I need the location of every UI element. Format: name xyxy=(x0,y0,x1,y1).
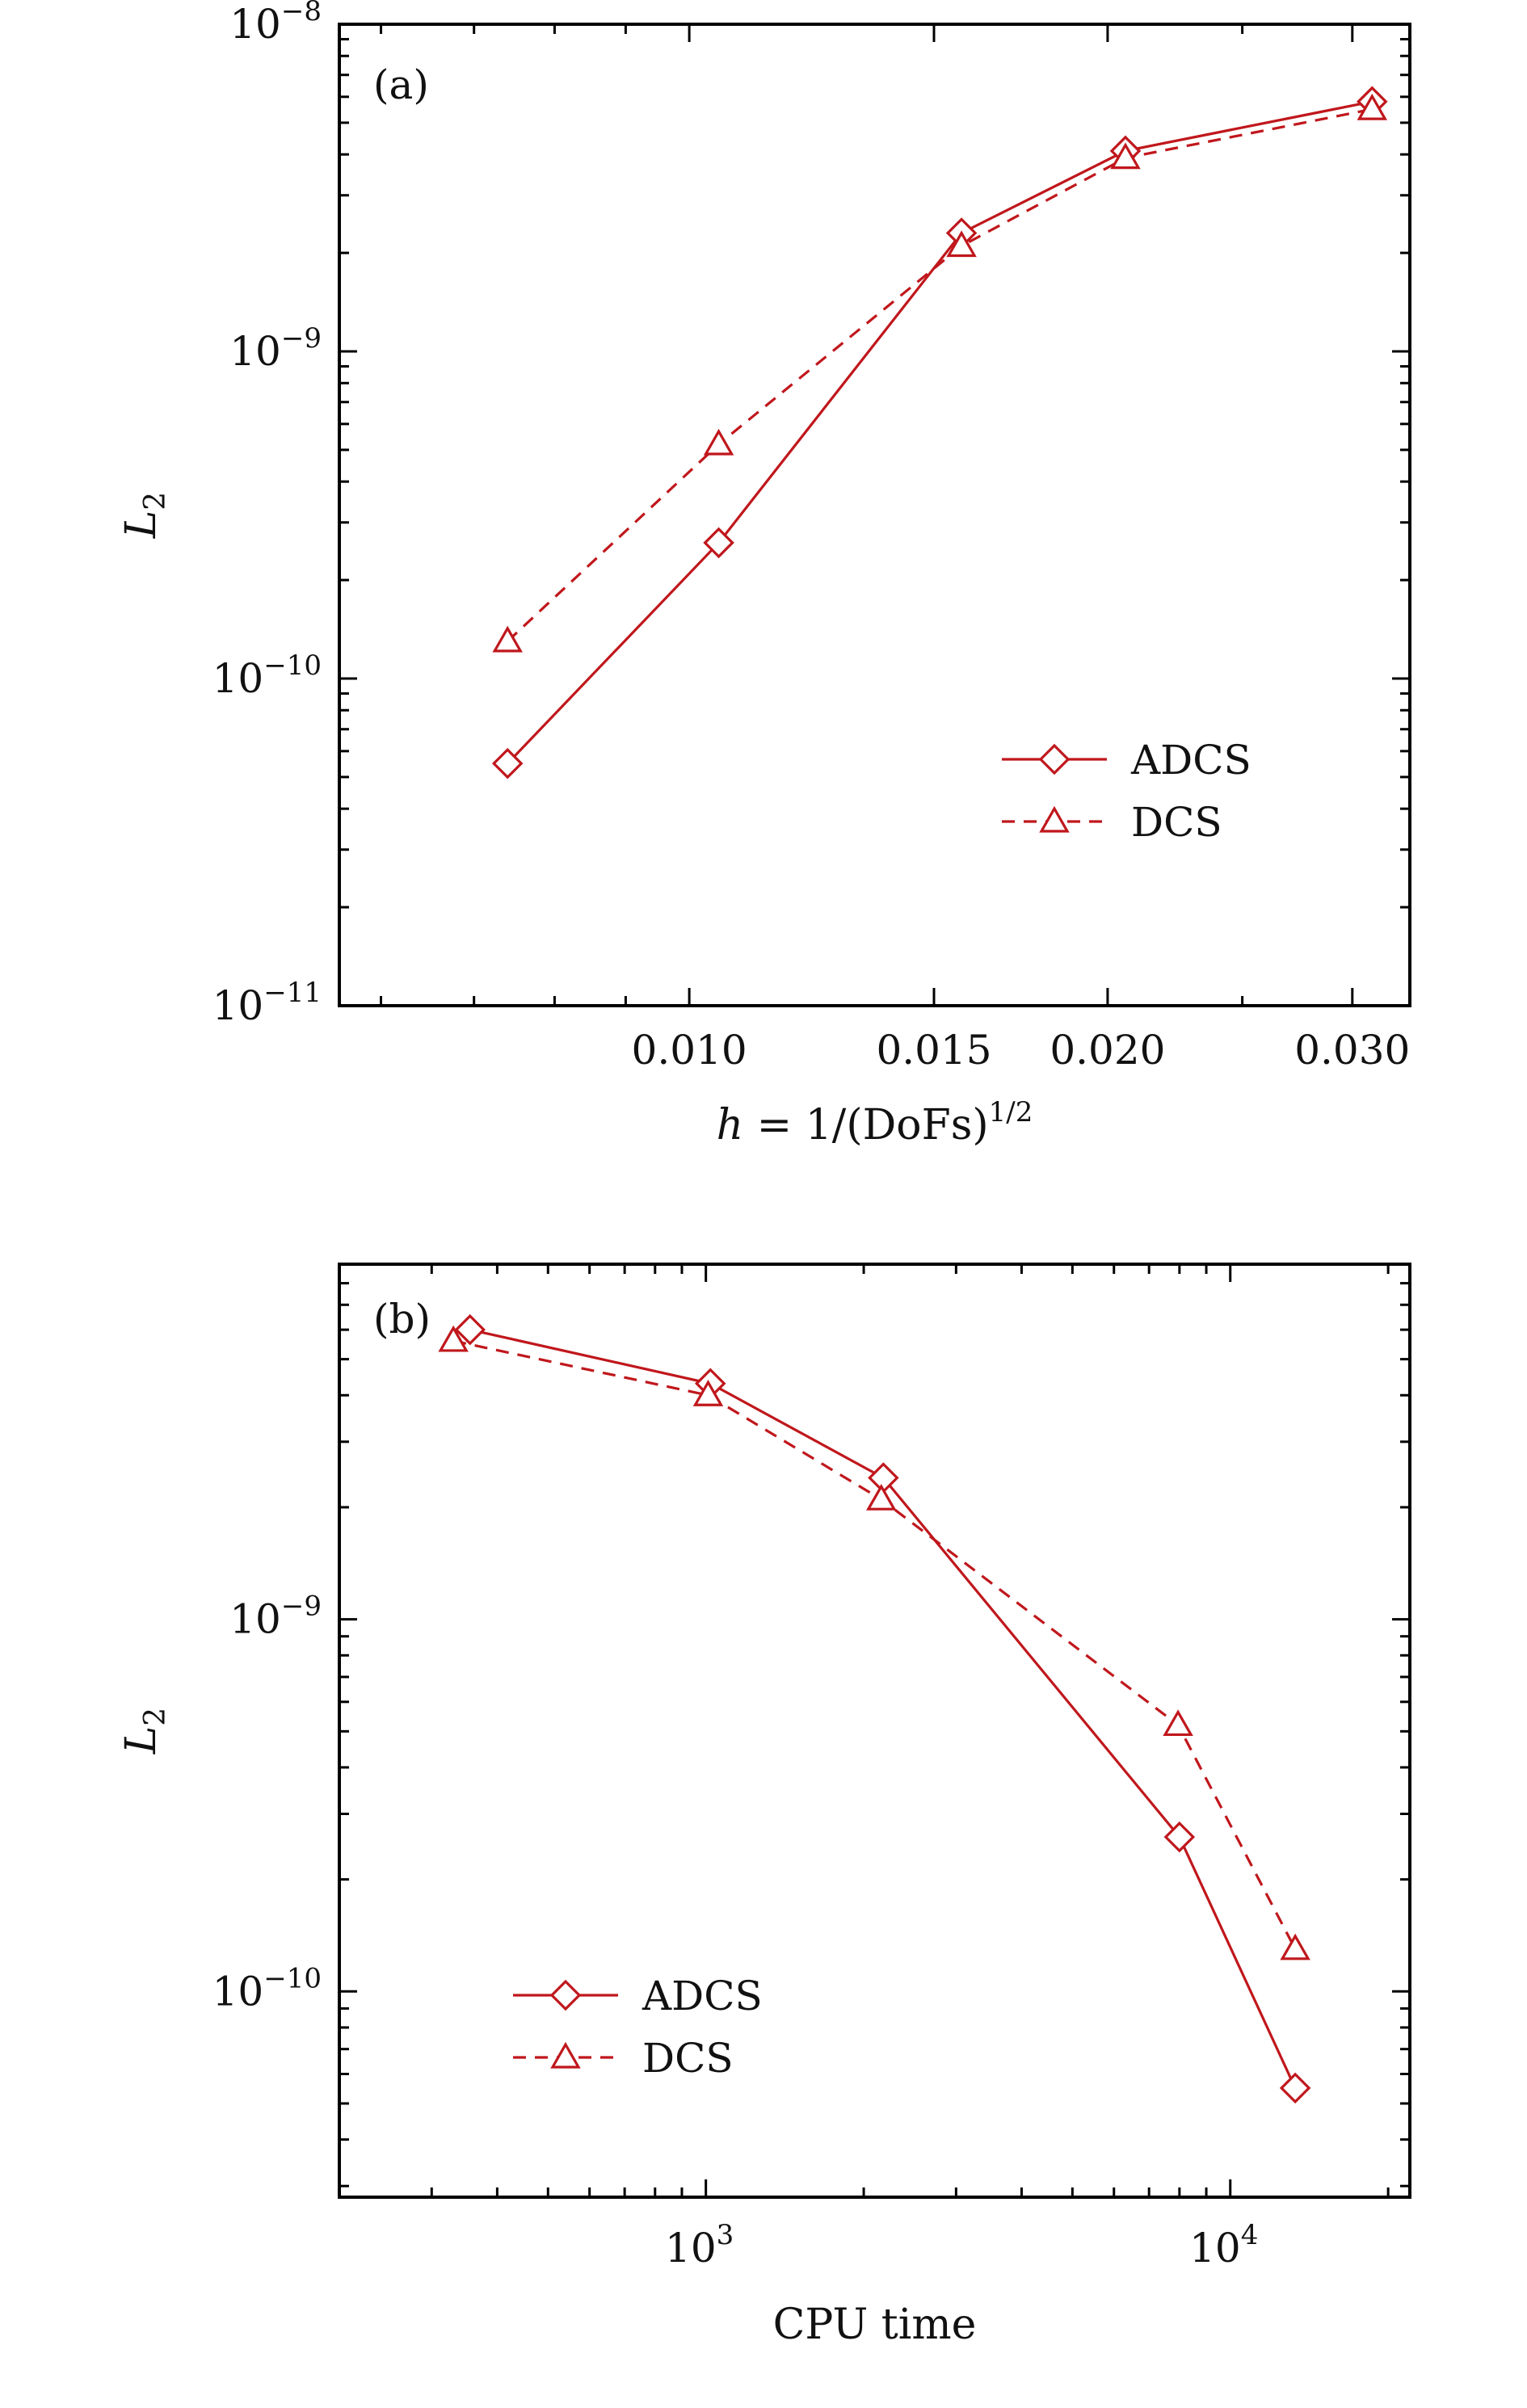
legend-label: ADCS xyxy=(642,1973,763,2019)
legend-marker xyxy=(1038,743,1071,775)
legend-marker xyxy=(1039,805,1070,833)
data-point xyxy=(1163,1709,1193,1737)
data-point xyxy=(703,527,734,559)
data-point xyxy=(692,1380,724,1406)
x-tick-label: 0.010 xyxy=(632,1027,747,1074)
legend-label: ADCS xyxy=(1130,737,1251,784)
legend-item-dcs: DCS xyxy=(1002,799,1222,846)
legend-label: DCS xyxy=(642,2035,734,2082)
x-tick-label: 0.015 xyxy=(876,1027,991,1074)
data-point xyxy=(438,1325,469,1352)
legend-item-adcs: ADCS xyxy=(513,1973,763,2019)
legend-item-adcs: ADCS xyxy=(1002,737,1251,784)
y-axis-title: L2 xyxy=(117,492,172,539)
x-axis-title: CPU time xyxy=(773,2301,977,2349)
y-tick-label: 10−11 xyxy=(212,977,322,1029)
data-point xyxy=(491,747,524,780)
legend: ADCS DCS xyxy=(1002,737,1251,846)
legend-marker xyxy=(550,2041,581,2069)
legend-marker xyxy=(549,1979,582,2011)
x-tick-label: 0.030 xyxy=(1294,1027,1410,1074)
x-tick-label: 104 xyxy=(1189,2219,1258,2271)
data-point xyxy=(454,1313,486,1346)
series-dcs xyxy=(492,93,1388,653)
data-point xyxy=(1280,1933,1310,1960)
data-point xyxy=(1163,1821,1196,1853)
x-tick-label: 0.020 xyxy=(1050,1027,1165,1074)
y-tick-label: 10−10 xyxy=(212,1962,322,2015)
data-point xyxy=(1110,142,1141,170)
series-line xyxy=(469,1328,1297,2089)
data-point xyxy=(1357,93,1388,120)
series-adcs xyxy=(454,1313,1311,2104)
series-line xyxy=(507,107,1373,643)
plot-frame xyxy=(338,23,1411,1007)
data-point xyxy=(1279,2072,1311,2104)
chart-panel-b: 10−9 10−10 103 104 CPU time L2 (b) ADCS DCS xyxy=(117,1263,1411,2349)
legend: ADCS DCS xyxy=(513,1973,763,2082)
series-adcs xyxy=(491,86,1388,780)
series-dcs xyxy=(438,1325,1310,1960)
x-axis-title: h = 1/(DoFs)1/2 xyxy=(717,1096,1033,1149)
data-point xyxy=(946,230,977,258)
y-tick-label: 10−10 xyxy=(212,649,322,702)
data-point xyxy=(866,1483,897,1511)
y-tick-label: 10−8 xyxy=(229,0,322,48)
panel-label: (b) xyxy=(373,1296,431,1343)
legend-label: DCS xyxy=(1131,799,1222,846)
data-point xyxy=(868,1462,899,1494)
series-line xyxy=(507,100,1373,765)
panel-label: (a) xyxy=(373,61,429,108)
plot-frame xyxy=(338,1263,1411,2199)
y-tick-label: 10−9 xyxy=(229,322,322,375)
data-point xyxy=(703,428,734,456)
y-tick-label: 10−9 xyxy=(229,1591,322,1643)
data-point xyxy=(492,625,523,653)
chart-panel-a: 10−8 10−9 10−10 10−11 0.010 0.015 0.020 0.030 h … xyxy=(117,0,1411,1149)
x-tick-label: 103 xyxy=(665,2219,734,2271)
y-axis-title: L2 xyxy=(117,1708,172,1755)
series-line xyxy=(452,1339,1297,1950)
legend-item-dcs: DCS xyxy=(513,2035,734,2082)
